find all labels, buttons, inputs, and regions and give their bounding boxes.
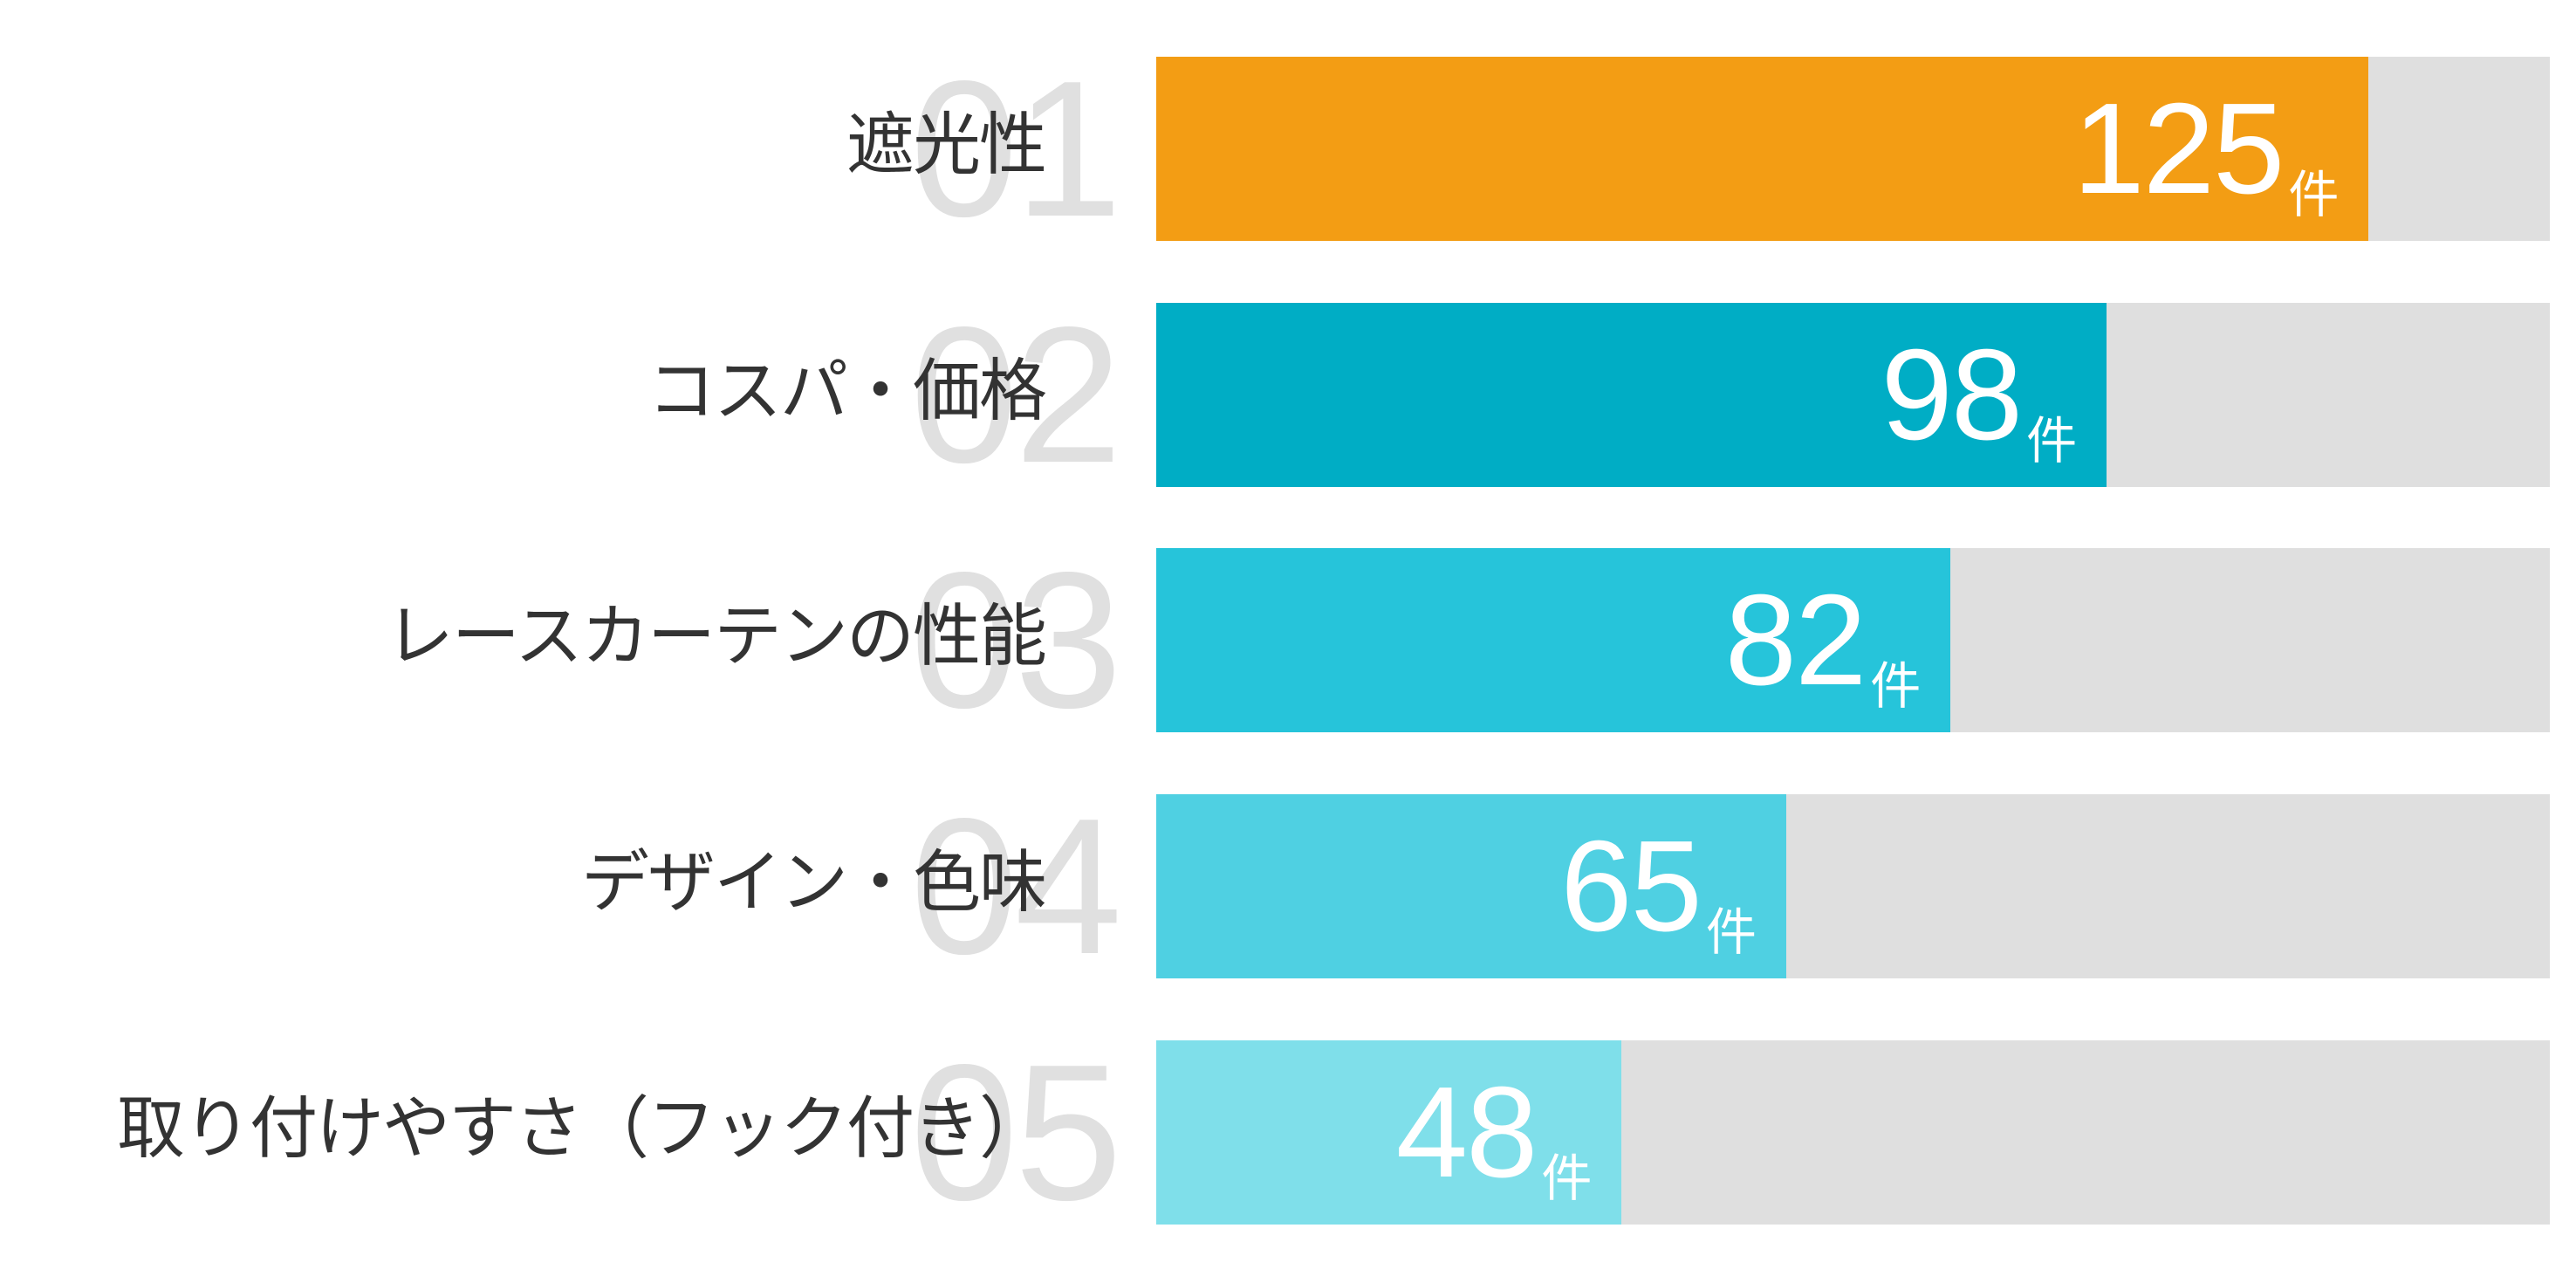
category-label: 取り付けやすさ（フック付き）: [116, 1088, 1047, 1168]
bar-fill: 65 件: [1156, 794, 1786, 978]
bar-fill: 48 件: [1156, 1040, 1622, 1225]
value-number: 98: [1881, 322, 2024, 467]
category-label: コスパ・価格: [647, 351, 1047, 430]
value-unit: 件: [2288, 164, 2340, 224]
chart-row-5: 05 取り付けやすさ（フック付き） 48 件: [0, 1036, 2576, 1230]
bar-fill: 125 件: [1156, 57, 2369, 241]
category-label: 遮光性: [846, 105, 1047, 184]
bar-value: 48 件: [1395, 1060, 1593, 1204]
category-label: デザイン・色味: [580, 842, 1047, 922]
rank-number: 04: [910, 778, 1122, 995]
chart-row-2: 02 コスパ・価格 98 件: [0, 298, 2576, 492]
value-unit: 件: [2026, 410, 2078, 470]
chart-row-3: 03 レースカーテンの性能 82 件: [0, 544, 2576, 738]
bar-track: 125 件: [1156, 57, 2550, 241]
bar-value: 98 件: [1881, 322, 2078, 467]
value-unit: 件: [1705, 902, 1757, 962]
value-unit: 件: [1541, 1148, 1593, 1208]
rank-number: 01: [910, 40, 1122, 257]
bar-fill: 98 件: [1156, 303, 2107, 487]
bar-value: 82 件: [1724, 567, 1922, 712]
bar-value: 125 件: [2072, 76, 2339, 221]
rank-number: 03: [910, 532, 1122, 749]
bar-value: 65 件: [1560, 813, 1757, 958]
category-label: レースカーテンの性能: [385, 596, 1047, 676]
rank-number: 05: [910, 1024, 1122, 1241]
bar-track: 65 件: [1156, 794, 2550, 978]
value-number: 82: [1724, 567, 1867, 712]
bar-track: 98 件: [1156, 303, 2550, 487]
chart-row-4: 04 デザイン・色味 65 件: [0, 790, 2576, 984]
value-number: 48: [1395, 1060, 1538, 1204]
value-number: 65: [1560, 813, 1702, 958]
chart-row-1: 01 遮光性 125 件: [0, 52, 2576, 246]
rank-number: 02: [910, 286, 1122, 504]
value-number: 125: [2072, 76, 2285, 221]
value-unit: 件: [1870, 655, 1922, 716]
bar-fill: 82 件: [1156, 548, 1951, 732]
bar-track: 48 件: [1156, 1040, 2550, 1225]
bar-track: 82 件: [1156, 548, 2550, 732]
